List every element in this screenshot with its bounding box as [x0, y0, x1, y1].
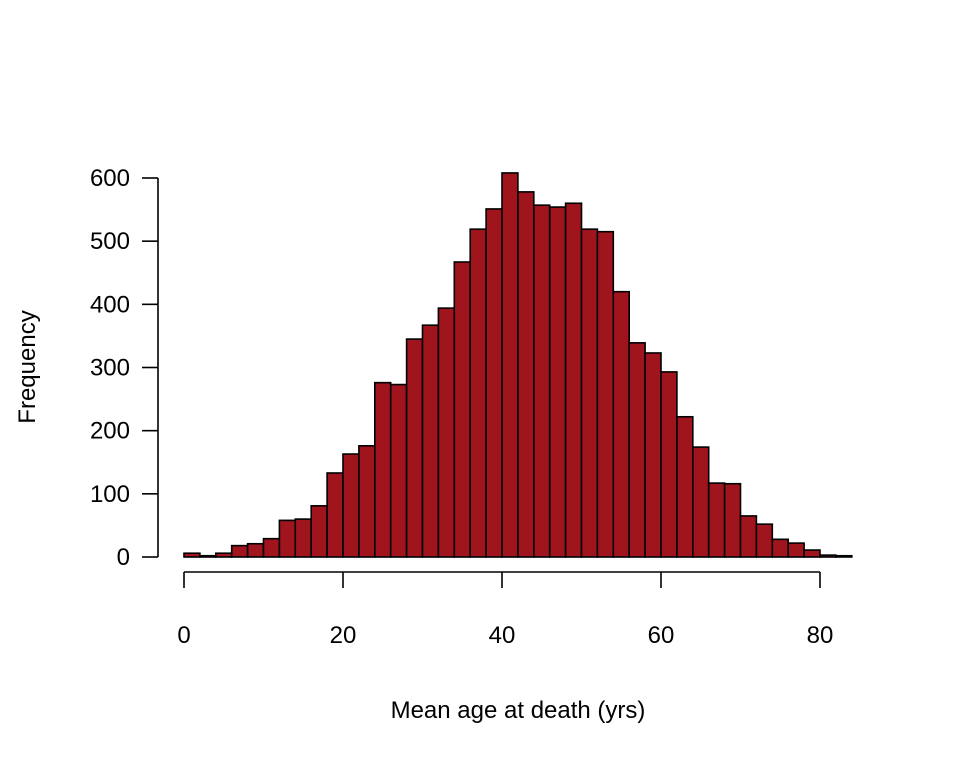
- histogram-bar: [405, 338, 424, 558]
- histogram-bar: [373, 381, 392, 558]
- histogram-bar: [501, 172, 519, 558]
- histogram-bar: [342, 453, 360, 558]
- histogram-bar: [246, 542, 265, 558]
- x-tick-label: 60: [648, 622, 675, 649]
- histogram-bar: [819, 554, 837, 558]
- histogram-bar: [230, 544, 249, 558]
- x-axis-label: Mean age at death (yrs): [391, 697, 646, 724]
- histogram-bar: [644, 352, 662, 558]
- histogram-bar: [676, 415, 694, 558]
- x-tick-label: 40: [489, 622, 516, 649]
- histogram-bar: [310, 505, 328, 558]
- x-tick-label: 0: [177, 622, 190, 649]
- y-tick-label: 0: [117, 544, 130, 571]
- histogram-bar: [389, 383, 408, 558]
- histogram-bar: [548, 206, 567, 558]
- histogram-bar: [596, 230, 615, 558]
- y-tick-label: 100: [90, 481, 130, 508]
- x-tick-label: 80: [807, 622, 834, 649]
- y-axis: 0 100 200 300 400 500 600: [90, 165, 159, 571]
- histogram-bar: [803, 549, 821, 558]
- histogram-bar: [183, 552, 201, 558]
- histogram-bar: [215, 552, 233, 558]
- histogram-bar: [628, 342, 646, 558]
- histogram-bar: [787, 542, 805, 558]
- histogram-bar: [485, 208, 503, 558]
- histogram-bar: [517, 191, 535, 558]
- x-axis: 0 20 40 60 80: [177, 571, 834, 649]
- histogram-bar: [199, 554, 217, 558]
- histogram-bar: [739, 515, 758, 558]
- histogram-bar: [278, 519, 297, 558]
- histogram-bar: [564, 202, 583, 558]
- y-tick-label: 200: [90, 418, 130, 445]
- histogram-bar: [707, 482, 726, 558]
- histogram-bar: [771, 538, 789, 558]
- y-tick-label: 400: [90, 291, 130, 318]
- histogram-bar: [469, 228, 487, 558]
- histogram-bar: [755, 523, 774, 558]
- histogram-bar: [437, 307, 456, 558]
- histogram-bar: [580, 228, 599, 558]
- histogram-bar: [453, 261, 471, 558]
- y-axis-label: Frequency: [14, 310, 41, 423]
- y-tick-label: 300: [90, 355, 130, 382]
- histogram-bar: [294, 518, 312, 558]
- histogram-bar: [358, 445, 376, 558]
- histogram-bar: [723, 482, 742, 558]
- y-tick-label: 600: [90, 165, 130, 192]
- y-tick-label: 500: [90, 228, 130, 255]
- histogram-bar: [326, 472, 344, 558]
- x-tick-label: 20: [330, 622, 357, 649]
- histogram-bar: [691, 446, 710, 558]
- histogram-bar: [532, 204, 551, 558]
- histogram-bar: [660, 371, 678, 558]
- histogram-bar: [612, 290, 630, 558]
- histogram-bar: [421, 324, 440, 558]
- bars: [183, 172, 853, 558]
- histogram-bar: [835, 554, 853, 558]
- histogram-bar: [262, 537, 281, 558]
